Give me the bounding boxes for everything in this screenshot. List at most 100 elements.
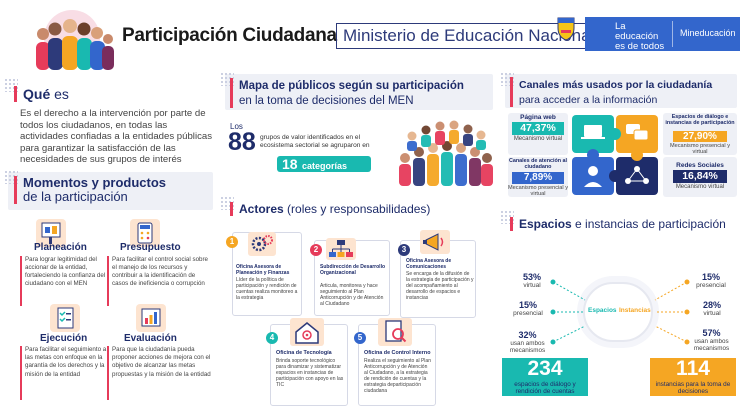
actor-number-5: 5 xyxy=(354,332,366,344)
document-search-icon xyxy=(378,318,412,346)
espacios-title-bold: Espacios xyxy=(519,217,572,231)
stat-value: 53% xyxy=(522,272,541,282)
actor-number-2: 2 xyxy=(310,244,322,256)
actores-title-bold: Actores xyxy=(239,202,284,216)
laptop-icon xyxy=(570,126,584,140)
budget-calculator-icon xyxy=(130,219,160,247)
actor-title-4: Oficina de Tecnología xyxy=(276,350,332,356)
organization-chart-icon xyxy=(326,238,356,260)
canales-heading-bg xyxy=(505,74,737,108)
actor-number-3: 3 xyxy=(398,244,410,256)
actor-text-5: Realiza el seguimiento al Plan Anticorru… xyxy=(364,358,431,394)
channel-name-dialogo: Espacios de diálogo e instancias de part… xyxy=(665,114,735,126)
momento-text-planeacion: Para lograr legitimidad del accionar de … xyxy=(25,256,106,287)
technology-house-icon xyxy=(290,318,324,346)
actor-text-3: Se encarga de la difusión de la estrateg… xyxy=(406,271,474,301)
espacios-stat-virtual: 53% virtual xyxy=(512,272,552,289)
momentos-title-rest: de la participación xyxy=(23,189,128,204)
espacios-instancias-circle xyxy=(583,282,653,342)
categories-number: 18 xyxy=(282,156,298,172)
actor-title-1: Oficina Asesora de Planeación y Finanzas xyxy=(236,264,290,276)
actor-text-2: Articula, monitorea y hace seguimiento a… xyxy=(320,283,384,307)
total-espacios-label: espacios de diálogo y rendición de cuent… xyxy=(514,381,576,395)
espacios-title-rest: e instancias de participación xyxy=(571,217,726,231)
total-instancias-number: 114 xyxy=(676,357,710,380)
channel-label-atencion: Mecanismo presencial y virtual xyxy=(508,185,569,198)
brand-divider xyxy=(672,21,673,47)
momento-card-presupuesto: Para facilitar el control social sobre e… xyxy=(107,256,211,306)
momento-text-ejecucion: Para facilitar el seguimiento a las meta… xyxy=(25,346,107,378)
espacios-stat-presencial: 15% presencial xyxy=(508,300,548,317)
stat-value: 32% xyxy=(518,330,537,340)
instancias-stat-virtual: 28% virtual xyxy=(692,300,732,317)
mapa-number: 88 xyxy=(228,128,256,156)
center-label-espacios: Espacios xyxy=(588,307,617,314)
momentos-heading: Momentos y productos de la participación xyxy=(14,176,209,204)
channel-value-web: 47,37% xyxy=(512,122,564,135)
canales-title-rest: para acceder a la información xyxy=(519,94,658,106)
channel-name-atencion: Canales de atención al ciudadano xyxy=(508,158,568,170)
channel-value-dialogo: 27,90% xyxy=(673,131,727,142)
mapa-title-rest: en la toma de decisiones del MEN xyxy=(239,95,414,107)
momento-text-evaluacion: Para que la ciudadanía pueda proponer ac… xyxy=(112,346,211,378)
espacios-stat-ambos: 32% usan ambos mecanismos xyxy=(500,330,555,354)
channel-label-redes: Mecanismo virtual xyxy=(675,184,725,190)
actores-title-rest: (roles y responsabilidades) xyxy=(283,202,431,216)
channel-name-redes: Redes Sociales xyxy=(676,162,724,169)
channel-value-redes: 16,84% xyxy=(673,170,727,183)
people-group-illustration xyxy=(30,8,115,70)
stat-label: presencial xyxy=(696,282,726,289)
brand-slogan: La educación es de todos xyxy=(615,21,665,52)
page-title: Participación Ciudadana xyxy=(122,25,337,46)
mapa-heading: Mapa de públicos según su participación … xyxy=(230,78,492,108)
brand-bar: La educación es de todos Mineducación xyxy=(585,17,740,52)
momento-card-evaluacion: Para que la ciudadanía pueda proponer ac… xyxy=(107,346,211,400)
momento-title-planeacion: Planeación xyxy=(34,242,87,253)
crowd-illustration xyxy=(395,108,495,188)
channels-puzzle xyxy=(570,113,660,197)
total-instancias-label: instancias para la toma de decisiones xyxy=(655,381,731,395)
que-es-title-rest: es xyxy=(50,86,69,102)
actor-title-3: Oficina Asesora de Comunicaciones xyxy=(406,258,452,270)
channel-value-atencion: 7,89% xyxy=(512,172,564,184)
stat-label: presencial xyxy=(513,310,543,317)
categories-badge: 18 categorías xyxy=(277,156,371,172)
stat-label: virtual xyxy=(523,282,541,289)
center-label-instancias: Instancias xyxy=(619,307,651,314)
categories-label: categorías xyxy=(302,161,348,171)
canales-title-bold: Canales más usados por la ciudadanía xyxy=(519,79,713,91)
planning-board-icon xyxy=(36,219,66,247)
actor-title-2: Subdirección de Desarrollo Organizaciona… xyxy=(320,264,386,276)
stat-value: 57% xyxy=(702,328,721,338)
channel-name-web: Página web xyxy=(520,114,556,121)
coat-of-arms-icon xyxy=(555,14,577,42)
connector-lines xyxy=(550,279,690,345)
momento-card-planeacion: Para lograr legitimidad del accionar de … xyxy=(20,256,108,306)
mapa-prefix: Los xyxy=(230,122,243,131)
instancias-stat-ambos: 57% usan ambos mecanismos xyxy=(684,328,739,352)
momento-title-ejecucion: Ejecución xyxy=(40,333,88,344)
brand-name: Mineducación xyxy=(680,28,736,38)
stat-value: 28% xyxy=(702,300,721,310)
actor-text-4: Brinda soporte tecnológico para dinamiza… xyxy=(276,358,344,388)
stat-label: virtual xyxy=(703,310,721,317)
momento-title-evaluacion: Evaluación xyxy=(124,333,177,344)
que-es-title-bold: Qué xyxy=(23,86,51,102)
que-es-heading: Qué es xyxy=(14,86,69,102)
mapa-title-bold: Mapa de públicos según su participación xyxy=(239,80,464,92)
actor-number-1: 1 xyxy=(226,236,238,248)
stat-value: 15% xyxy=(518,300,537,310)
channel-label-web: Mecanismo virtual xyxy=(513,136,563,142)
momentos-heading-bg xyxy=(8,172,213,210)
total-instancias-box: 114 xyxy=(650,358,736,396)
evaluation-chart-icon xyxy=(136,304,166,332)
momento-title-presupuesto: Presupuesto xyxy=(120,242,181,253)
mapa-text: grupos de valor identificados en el ecos… xyxy=(260,134,370,150)
channel-label-dialogo: Mecanismo presencial y virtual xyxy=(669,143,730,156)
espacios-heading: Espacios e instancias de participación xyxy=(510,217,726,231)
instancias-stat-presencial: 15% presencial xyxy=(688,272,734,289)
mapa-heading-bg xyxy=(225,74,493,110)
canales-heading: Canales más usados por la ciudadanía par… xyxy=(510,77,736,107)
stat-label: usan ambos mecanismos xyxy=(693,338,730,352)
momento-text-presupuesto: Para facilitar el control social sobre e… xyxy=(112,256,208,287)
